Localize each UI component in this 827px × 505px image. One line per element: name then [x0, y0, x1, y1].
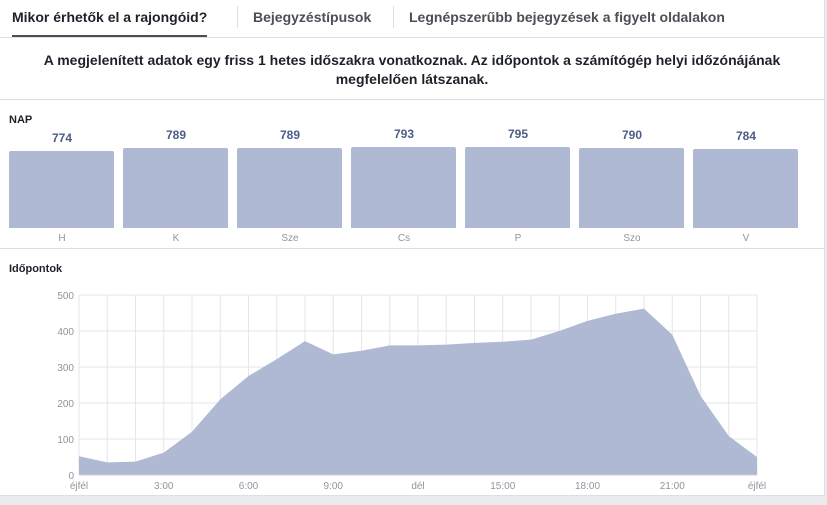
x-tick-label: 15:00: [490, 481, 515, 492]
day-column: 790 Szo: [579, 120, 685, 250]
day-value-label: 795: [507, 126, 529, 141]
day-column: 789 K: [123, 120, 229, 250]
timezone-notice: A megjelenített adatok egy friss 1 hetes…: [0, 38, 824, 100]
day-tick-label: Cs: [397, 233, 411, 244]
day-tick-label: P: [514, 233, 522, 244]
day-bar[interactable]: [351, 147, 456, 228]
day-bar[interactable]: [123, 148, 228, 228]
day-value-label: 790: [621, 127, 643, 142]
tab-fans-online[interactable]: Mikor érhetők el a rajongóid?: [12, 0, 208, 37]
x-tick-label: 3:00: [154, 481, 174, 492]
insights-panel: Mikor érhetők el a rajongóid? Bejegyzést…: [0, 0, 825, 496]
hours-area-chart: 0 100 200 300 400 500 éjfél 3:00 6:00 9:00 dél 15:0…: [57, 291, 766, 492]
tab-separator: [393, 6, 394, 28]
x-tick-label: éjfél: [748, 481, 766, 492]
day-tick-label: Szo: [623, 233, 641, 244]
day-bar[interactable]: [693, 149, 798, 228]
day-bar[interactable]: [237, 148, 342, 228]
x-tick-label: 9:00: [324, 481, 344, 492]
notice-line-1: A megjelenített adatok egy friss 1 hetes…: [43, 52, 781, 68]
notice-line-2: megfelelően látszanak.: [335, 71, 489, 87]
day-column: 793 Cs: [351, 120, 457, 250]
tab-separator: [237, 6, 238, 28]
x-tick-label: 21:00: [660, 481, 685, 492]
tab-top-posts[interactable]: Legnépszerűbb bejegyzések a figyelt olda…: [409, 9, 725, 25]
day-value-label: 789: [279, 128, 301, 142]
day-bar[interactable]: [579, 147, 684, 228]
x-tick-label: éjfél: [70, 481, 88, 492]
x-tick-label: dél: [411, 481, 424, 492]
y-tick-label: 300: [57, 363, 74, 374]
day-tick-label: K: [172, 233, 180, 244]
times-section-label: Időpontok: [9, 263, 63, 275]
tab-bar: Mikor érhetők el a rajongóid? Bejegyzést…: [0, 0, 824, 38]
day-bar[interactable]: [9, 151, 114, 228]
x-tick-label: 18:00: [575, 481, 600, 492]
y-tick-label: 200: [57, 399, 74, 410]
section-divider: [0, 248, 824, 249]
day-tick-label: V: [742, 233, 750, 244]
day-value-label: 793: [393, 127, 415, 142]
hours-area-series[interactable]: [79, 308, 757, 475]
y-tick-label: 500: [57, 291, 74, 302]
y-tick-label: 400: [57, 327, 74, 338]
y-tick-label: 100: [57, 435, 74, 446]
day-value-label: 784: [735, 129, 757, 143]
tab-post-types[interactable]: Bejegyzéstípusok: [253, 9, 372, 25]
day-column: 795 P: [465, 120, 571, 250]
day-tick-label: H: [58, 233, 66, 244]
day-column: 774 H: [9, 120, 115, 250]
x-tick-label: 6:00: [239, 481, 259, 492]
y-tick-label: 0: [68, 471, 74, 482]
day-tick-label: Sze: [281, 233, 299, 244]
day-column: 784 V: [693, 120, 799, 250]
day-bar[interactable]: [465, 146, 570, 228]
day-column: 789 Sze: [237, 120, 343, 250]
day-value-label: 774: [51, 131, 73, 145]
days-section-label: NAP: [9, 114, 33, 126]
day-value-label: 789: [165, 128, 187, 142]
